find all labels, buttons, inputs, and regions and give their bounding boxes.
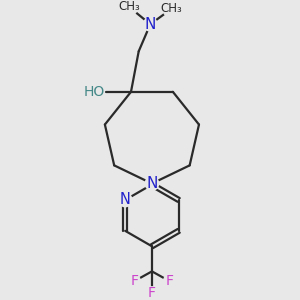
Circle shape bbox=[143, 17, 157, 31]
Circle shape bbox=[129, 275, 140, 287]
Text: HO: HO bbox=[84, 85, 105, 99]
Text: N: N bbox=[120, 193, 130, 208]
Circle shape bbox=[84, 83, 101, 100]
Circle shape bbox=[118, 193, 132, 207]
Text: N: N bbox=[146, 176, 158, 191]
Circle shape bbox=[146, 287, 158, 298]
Circle shape bbox=[120, 0, 138, 16]
Text: F: F bbox=[165, 274, 173, 288]
Text: CH₃: CH₃ bbox=[118, 0, 140, 14]
Circle shape bbox=[163, 0, 180, 17]
Text: CH₃: CH₃ bbox=[161, 2, 182, 15]
Text: F: F bbox=[130, 274, 139, 288]
Text: N: N bbox=[145, 17, 156, 32]
Text: F: F bbox=[148, 286, 156, 300]
Circle shape bbox=[164, 275, 175, 287]
Circle shape bbox=[145, 177, 159, 190]
